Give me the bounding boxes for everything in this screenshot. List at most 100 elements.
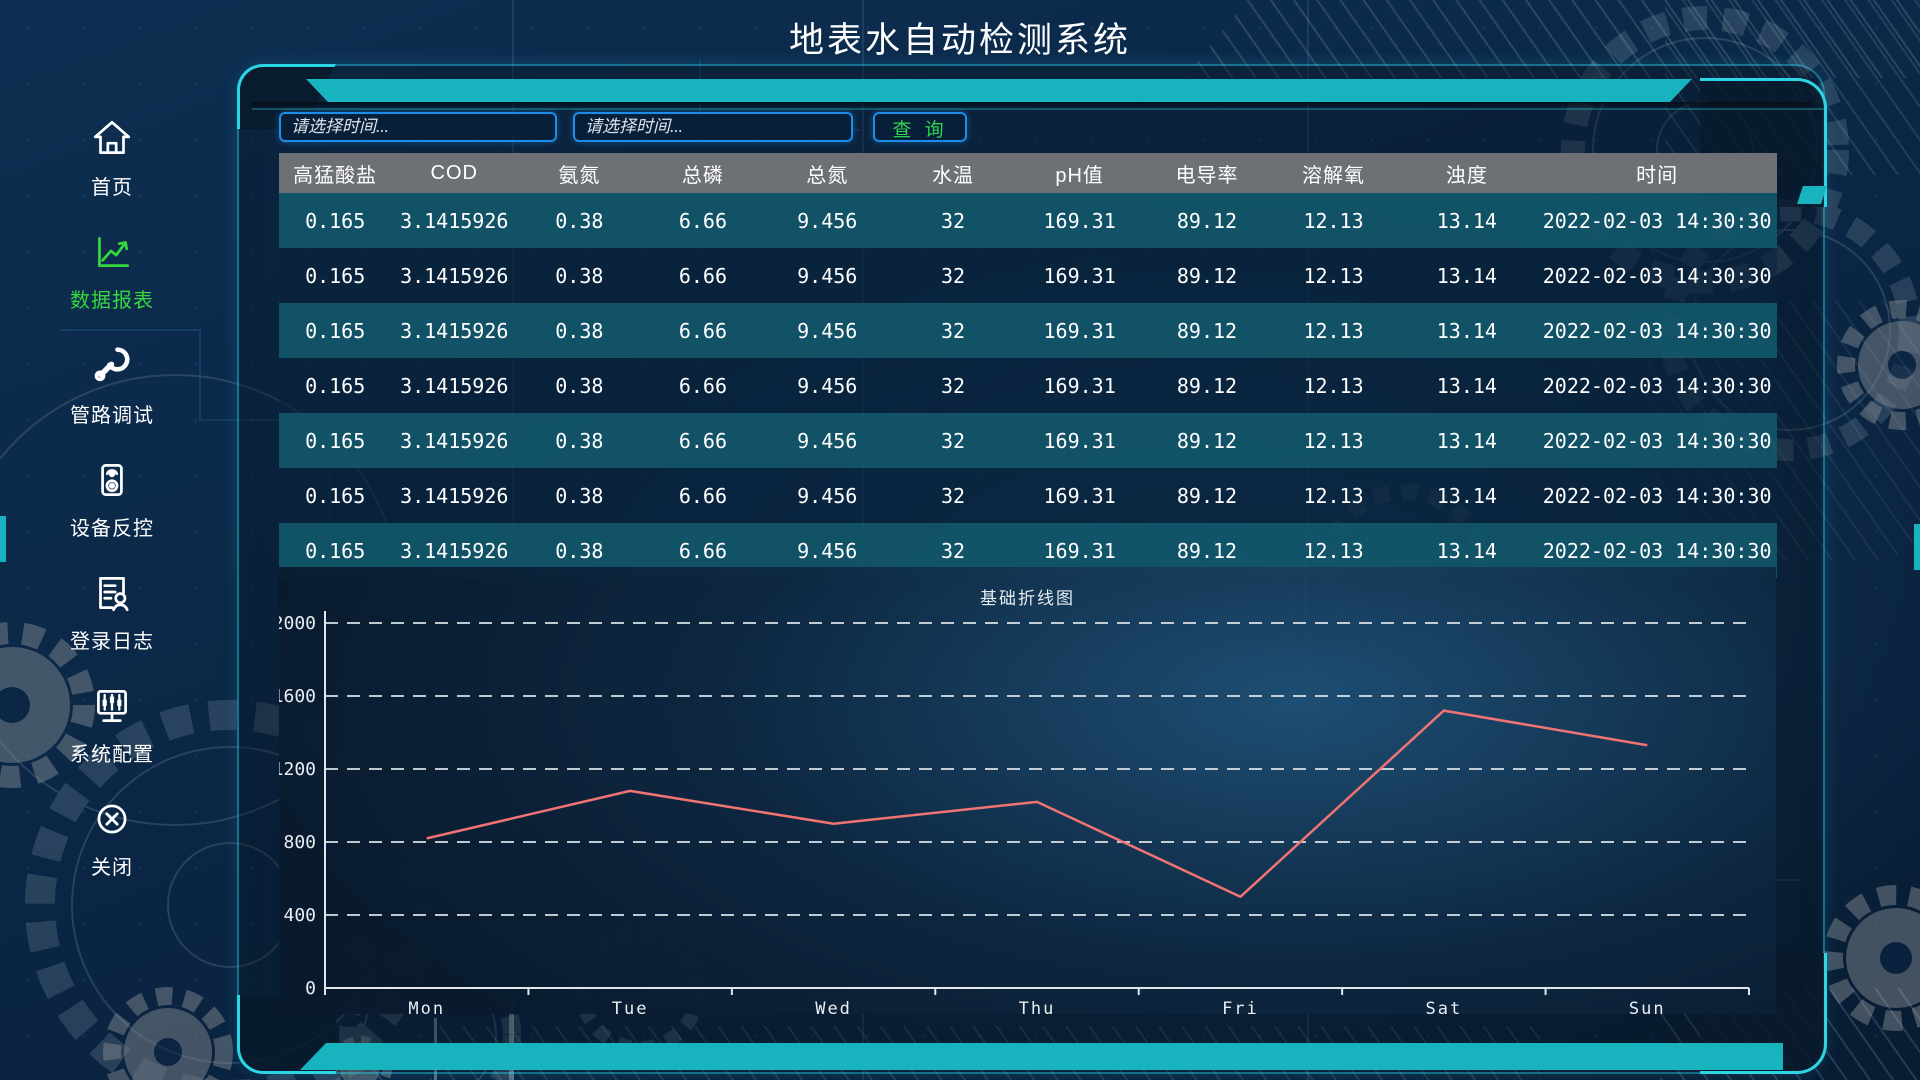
table-cell: 0.165 bbox=[305, 263, 366, 288]
sidebar-item-label: 系统配置 bbox=[70, 744, 154, 766]
column-header: 水温 bbox=[890, 153, 1016, 193]
line-chart-icon bbox=[89, 229, 135, 280]
table-cell: 9.456 bbox=[797, 538, 858, 563]
table-cell: 9.456 bbox=[797, 373, 858, 398]
sidebar-item-label: 关闭 bbox=[91, 857, 133, 879]
table-cell: 32 bbox=[941, 208, 966, 233]
table-cell: 12.13 bbox=[1303, 428, 1364, 453]
query-button[interactable]: 查 询 bbox=[873, 112, 967, 142]
table-cell: 2022-02-03 14:30:30 bbox=[1542, 373, 1772, 398]
sidebar: 首页 数据报表 管路调试 设 bbox=[60, 116, 164, 880]
table-cell: 89.12 bbox=[1176, 208, 1238, 233]
table-cell: 0.38 bbox=[555, 538, 604, 563]
table-cell: 13.14 bbox=[1436, 208, 1497, 233]
table-cell: 13.14 bbox=[1436, 538, 1497, 563]
sidebar-item-label: 登录日志 bbox=[70, 631, 154, 653]
line-chart: 0 400 800 1200 1600 2000 Mon Tue Wed Thu Fri Sat Sun bbox=[279, 611, 1750, 1014]
sidebar-item-label: 管路调试 bbox=[70, 405, 154, 427]
table-cell: 32 bbox=[941, 318, 966, 343]
frame-top-bar-shadow bbox=[252, 102, 1812, 110]
column-header: 总氮 bbox=[764, 153, 891, 193]
svg-text:Wed: Wed bbox=[815, 999, 852, 1014]
table-cell: 3.1415926 bbox=[400, 483, 509, 508]
table-cell: 169.31 bbox=[1043, 428, 1116, 453]
sidebar-item-data-report[interactable]: 数据报表 bbox=[70, 229, 154, 313]
table-cell: 0.165 bbox=[305, 483, 366, 508]
table-cell: 0.38 bbox=[555, 483, 604, 508]
svg-text:800: 800 bbox=[283, 832, 316, 853]
screen-edge-accent-left bbox=[0, 516, 6, 562]
start-time-input[interactable] bbox=[279, 112, 557, 142]
table-cell: 32 bbox=[941, 428, 966, 453]
table-cell: 0.165 bbox=[305, 318, 366, 343]
table-cell: 0.38 bbox=[555, 318, 604, 343]
sidebar-item-login-log[interactable]: 登录日志 bbox=[70, 570, 154, 654]
svg-text:Tue: Tue bbox=[612, 999, 649, 1014]
sidebar-item-pipeline-debug[interactable]: 管路调试 bbox=[70, 342, 154, 428]
table-cell: 9.456 bbox=[797, 208, 858, 233]
sidebar-item-device-control[interactable]: 设备反控 bbox=[70, 457, 154, 541]
svg-text:400: 400 bbox=[283, 905, 316, 926]
screen-edge-accent-right bbox=[1914, 524, 1920, 570]
table-cell: 169.31 bbox=[1043, 318, 1116, 343]
svg-text:Sun: Sun bbox=[1629, 999, 1666, 1014]
data-table: 高猛酸盐 COD 氨氮 总磷 总氮 水温 pH值 电导率 溶解氧 浊度 时间 0.165 3.1415… bbox=[279, 153, 1777, 578]
svg-text:1600: 1600 bbox=[279, 686, 316, 707]
table-row: 0.165 3.1415926 0.38 6.66 9.456 32 169.31 89.12… bbox=[279, 248, 1777, 303]
table-cell: 9.456 bbox=[797, 318, 858, 343]
table-cell: 169.31 bbox=[1043, 373, 1116, 398]
table-cell: 6.66 bbox=[678, 373, 727, 398]
table-cell: 3.1415926 bbox=[400, 318, 509, 343]
table-cell: 12.13 bbox=[1303, 263, 1364, 288]
table-cell: 3.1415926 bbox=[400, 208, 509, 233]
sidebar-item-label: 设备反控 bbox=[70, 518, 154, 540]
column-header: COD bbox=[391, 153, 518, 193]
table-cell: 12.13 bbox=[1303, 208, 1364, 233]
table-cell: 169.31 bbox=[1043, 538, 1116, 563]
table-header-row: 高猛酸盐 COD 氨氮 总磷 总氮 水温 pH值 电导率 溶解氧 浊度 时间 bbox=[279, 153, 1777, 193]
table-cell: 89.12 bbox=[1176, 263, 1238, 288]
table-row: 0.165 3.1415926 0.38 6.66 9.456 32 169.31 89.12… bbox=[279, 358, 1777, 413]
table-cell: 6.66 bbox=[678, 428, 727, 453]
table-cell: 2022-02-03 14:30:30 bbox=[1542, 428, 1772, 453]
svg-text:0: 0 bbox=[305, 978, 316, 999]
column-header: 电导率 bbox=[1143, 153, 1271, 193]
svg-text:Fri: Fri bbox=[1222, 999, 1259, 1014]
device-icon bbox=[89, 457, 135, 508]
table-cell: 12.13 bbox=[1303, 483, 1364, 508]
frame-bottom-bar bbox=[300, 1043, 1783, 1070]
table-cell: 0.38 bbox=[555, 263, 604, 288]
table-cell: 6.66 bbox=[678, 208, 727, 233]
table-cell: 2022-02-03 14:30:30 bbox=[1542, 538, 1772, 563]
close-circle-icon bbox=[89, 796, 135, 847]
table-cell: 169.31 bbox=[1043, 263, 1116, 288]
end-time-input[interactable] bbox=[573, 112, 853, 142]
sidebar-item-home[interactable]: 首页 bbox=[89, 116, 135, 200]
svg-text:2000: 2000 bbox=[279, 613, 316, 634]
column-header: 溶解氧 bbox=[1270, 153, 1397, 193]
table-cell: 32 bbox=[941, 538, 966, 563]
table-cell: 3.1415926 bbox=[400, 538, 509, 563]
table-cell: 0.165 bbox=[305, 428, 366, 453]
column-header: 氨氮 bbox=[517, 153, 642, 193]
table-cell: 12.13 bbox=[1303, 538, 1364, 563]
frame-top-bar bbox=[306, 79, 1692, 102]
table-cell: 2022-02-03 14:30:30 bbox=[1542, 208, 1772, 233]
table-cell: 2022-02-03 14:30:30 bbox=[1542, 483, 1772, 508]
svg-text:Mon: Mon bbox=[408, 999, 445, 1014]
chart-title: 基础折线图 bbox=[980, 589, 1075, 608]
table-cell: 169.31 bbox=[1043, 208, 1116, 233]
panel-frame-outline bbox=[237, 64, 1825, 1074]
sidebar-item-system-config[interactable]: 系统配置 bbox=[70, 683, 154, 767]
table-cell: 3.1415926 bbox=[400, 373, 509, 398]
column-header: 总磷 bbox=[641, 153, 765, 193]
sidebar-item-close[interactable]: 关闭 bbox=[89, 796, 135, 880]
table-row: 0.165 3.1415926 0.38 6.66 9.456 32 169.31 89.12… bbox=[279, 413, 1777, 468]
column-header: 高猛酸盐 bbox=[279, 153, 392, 193]
table-cell: 0.38 bbox=[555, 208, 604, 233]
table-row: 0.165 3.1415926 0.38 6.66 9.456 32 169.31 89.12… bbox=[279, 303, 1777, 358]
table-cell: 13.14 bbox=[1436, 373, 1497, 398]
table-cell: 3.1415926 bbox=[400, 263, 509, 288]
table-cell: 0.38 bbox=[555, 428, 604, 453]
table-cell: 13.14 bbox=[1436, 428, 1497, 453]
